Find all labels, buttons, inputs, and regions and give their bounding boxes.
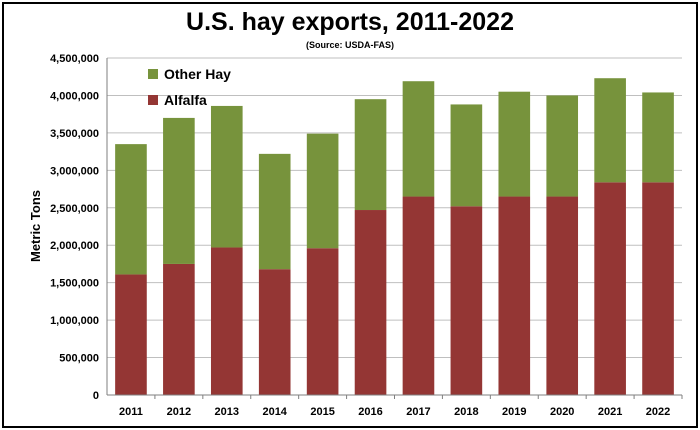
x-tick-label: 2020 <box>550 406 574 418</box>
y-tick-label: 4,000,000 <box>50 90 99 102</box>
y-tick-label: 3,000,000 <box>50 165 99 177</box>
bar-other-hay <box>594 78 626 183</box>
x-tick-label: 2012 <box>167 406 191 418</box>
legend: Other Hay Alfalfa <box>148 66 231 108</box>
bar-alfalfa <box>546 196 579 395</box>
bar-other-hay <box>163 117 195 264</box>
bar-other-hay <box>306 133 339 249</box>
bar-alfalfa <box>354 210 387 395</box>
x-tick-label: 2011 <box>119 406 143 418</box>
bar-other-hay <box>258 153 291 270</box>
bar-alfalfa <box>210 247 243 395</box>
bar-alfalfa <box>115 274 147 395</box>
y-tick-label: 2,500,000 <box>50 203 99 215</box>
bar-alfalfa <box>594 182 626 395</box>
bar-alfalfa <box>163 263 195 395</box>
legend-swatch <box>148 69 158 79</box>
y-tick-label: 500,000 <box>59 353 99 365</box>
y-tick-label: 2,000,000 <box>50 240 99 252</box>
y-tick-label: 3,500,000 <box>50 128 99 140</box>
bar-other-hay <box>210 105 243 248</box>
bar-alfalfa <box>450 206 483 395</box>
bar-other-hay <box>498 91 531 197</box>
legend-swatch <box>148 95 158 105</box>
bar-other-hay <box>115 144 147 275</box>
x-tick-label: 2015 <box>310 406 334 418</box>
x-tick-label: 2018 <box>454 406 478 418</box>
x-tick-label: 2013 <box>215 406 239 418</box>
y-axis-label: Metric Tons <box>28 190 43 262</box>
bar-other-hay <box>546 95 579 197</box>
legend-label: Other Hay <box>164 66 231 82</box>
axes: 0 500,000 1,000,000 1,500,000 2,000,000 2,500… <box>50 53 683 418</box>
bar-alfalfa <box>306 248 339 395</box>
x-tick-label: 2019 <box>502 406 526 418</box>
x-tick-label: 2021 <box>598 406 622 418</box>
legend-label: Alfalfa <box>164 92 207 108</box>
bar-other-hay <box>642 92 674 183</box>
chart-subtitle: (Source: USDA-FAS) <box>305 40 394 50</box>
bar-alfalfa <box>498 196 531 395</box>
x-tick-label: 2022 <box>646 406 670 418</box>
bar-other-hay <box>354 99 387 211</box>
bar-alfalfa <box>642 182 674 395</box>
y-tick-label: 1,500,000 <box>50 278 99 290</box>
y-tick-label: 0 <box>93 390 99 402</box>
x-tick-label: 2016 <box>358 406 382 418</box>
x-tick-label: 2014 <box>262 406 287 418</box>
bars <box>115 78 674 395</box>
bar-other-hay <box>450 104 483 207</box>
chart-title: U.S. hay exports, 2011-2022 <box>186 8 514 36</box>
y-tick-label: 4,500,000 <box>50 53 99 65</box>
bar-other-hay <box>402 81 435 197</box>
bar-alfalfa <box>402 196 435 395</box>
x-tick-label: 2017 <box>406 406 430 418</box>
gridlines <box>107 57 682 359</box>
y-tick-label: 1,000,000 <box>50 315 99 327</box>
bar-alfalfa <box>258 269 291 395</box>
